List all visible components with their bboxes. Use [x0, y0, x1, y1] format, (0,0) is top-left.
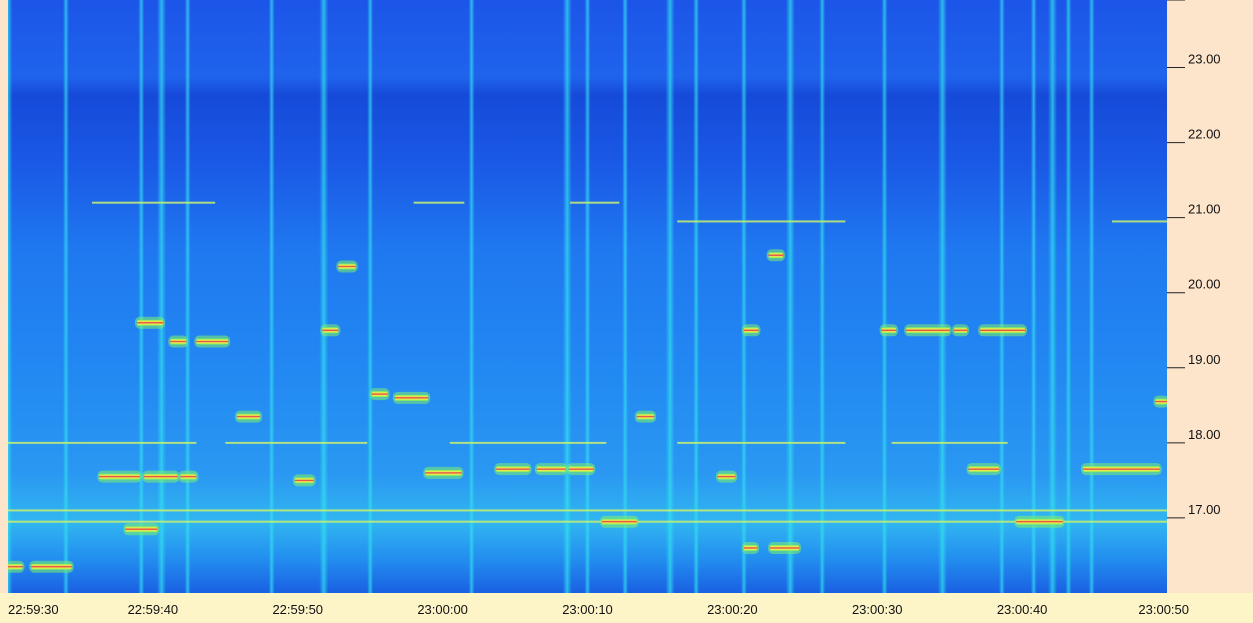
- signal-event: [954, 327, 968, 334]
- signal-event: [770, 544, 800, 551]
- horizontal-lines: [8, 201, 1167, 523]
- y-axis: 23.00 22.00 21.00 20.00 19.00 18.00 17.00: [1167, 0, 1221, 519]
- x-tick-label: 22:59:40: [128, 602, 179, 617]
- vertical-stripe: [157, 0, 167, 593]
- signal-event: [425, 469, 462, 476]
- x-tick-label: 23:00:00: [417, 602, 468, 617]
- horizontal-line: [225, 441, 368, 444]
- x-tick-label: 23:00:30: [852, 602, 903, 617]
- x-tick-label: 23:00:50: [1138, 602, 1189, 617]
- signal-event: [31, 563, 72, 570]
- signal-event: [1155, 398, 1167, 405]
- y-tick-label: 18.00: [1188, 427, 1221, 442]
- horizontal-line: [677, 220, 846, 223]
- vertical-stripe: [881, 0, 888, 593]
- x-tick-label: 22:59:50: [272, 602, 323, 617]
- signal-event: [338, 263, 356, 270]
- y-tick-label: 19.00: [1188, 352, 1221, 367]
- signal-event: [294, 477, 314, 484]
- vertical-stripe: [62, 0, 69, 593]
- signal-event: [196, 338, 229, 345]
- left-edge: [0, 0, 8, 593]
- signal-event: [768, 252, 784, 259]
- vertical-stripe: [693, 0, 700, 593]
- vertical-stripe: [665, 0, 675, 593]
- vertical-stripe: [622, 0, 629, 593]
- signal-event: [636, 413, 655, 420]
- signal-event: [8, 563, 23, 570]
- x-axis: 22:59:30 22:59:40 22:59:50 23:00:00 23:00:10…: [8, 602, 1189, 617]
- signal-event: [601, 518, 637, 525]
- x-tick-label: 22:59:30: [8, 602, 59, 617]
- vertical-stripe: [584, 0, 591, 593]
- horizontal-line: [1111, 220, 1167, 223]
- horizontal-line: [8, 509, 1167, 512]
- horizontal-line: [449, 441, 607, 444]
- vertical-stripe: [319, 0, 329, 593]
- signal-event: [180, 473, 197, 480]
- signal-event: [1082, 466, 1160, 473]
- horizontal-line: [570, 201, 620, 204]
- x-tick-label: 23:00:40: [997, 602, 1048, 617]
- x-tick-label: 23:00:10: [562, 602, 613, 617]
- horizontal-line: [86, 441, 197, 444]
- horizontal-line: [92, 201, 216, 204]
- signal-event: [980, 327, 1026, 334]
- horizontal-line: [891, 441, 1008, 444]
- signal-event: [743, 544, 758, 551]
- signal-event: [394, 394, 429, 401]
- vertical-stripe: [1088, 0, 1095, 593]
- vertical-stripe: [1048, 0, 1058, 593]
- horizontal-line: [677, 441, 846, 444]
- signal-event: [322, 327, 339, 334]
- vertical-stripe: [468, 0, 475, 593]
- signal-event: [496, 466, 530, 473]
- y-tick-label: 17.00: [1188, 502, 1221, 517]
- signal-event: [881, 327, 897, 334]
- signal-event: [170, 338, 187, 345]
- signal-events: [6, 249, 1169, 573]
- signal-event: [144, 473, 178, 480]
- signal-event: [968, 466, 999, 473]
- x-tick-label: 23:00:20: [707, 602, 758, 617]
- bottom-axis-panel: [0, 593, 1253, 623]
- y-tick-label: 23.00: [1188, 52, 1221, 67]
- signal-event: [536, 466, 566, 473]
- signal-event: [906, 327, 950, 334]
- vertical-stripe: [740, 0, 747, 593]
- signal-event: [125, 526, 158, 533]
- horizontal-line: [413, 201, 465, 204]
- horizontal-line: [8, 441, 87, 444]
- vertical-stripe: [998, 0, 1005, 593]
- vertical-stripe: [268, 0, 275, 593]
- signal-event: [99, 473, 140, 480]
- vertical-stripe: [184, 0, 191, 593]
- vertical-stripe: [819, 0, 826, 593]
- vertical-stripe: [138, 0, 145, 593]
- vertical-stripe: [562, 0, 572, 593]
- y-tick-label: 21.00: [1188, 202, 1221, 217]
- signal-event: [136, 319, 164, 326]
- vertical-stripe: [937, 0, 947, 593]
- vertical-stripe: [367, 0, 374, 593]
- signal-event: [717, 473, 736, 480]
- signal-event: [568, 466, 594, 473]
- signal-event: [236, 413, 261, 420]
- signal-event: [371, 391, 388, 398]
- y-tick-label: 20.00: [1188, 277, 1221, 292]
- vertical-stripe: [1030, 0, 1037, 593]
- horizontal-line: [8, 520, 1167, 523]
- y-tick-label: 22.00: [1188, 127, 1221, 142]
- signal-event: [1016, 518, 1063, 525]
- vertical-stripe: [1065, 0, 1072, 593]
- signal-event: [743, 327, 759, 334]
- right-axis-panel: [1167, 0, 1253, 623]
- vertical-stripe: [785, 0, 795, 593]
